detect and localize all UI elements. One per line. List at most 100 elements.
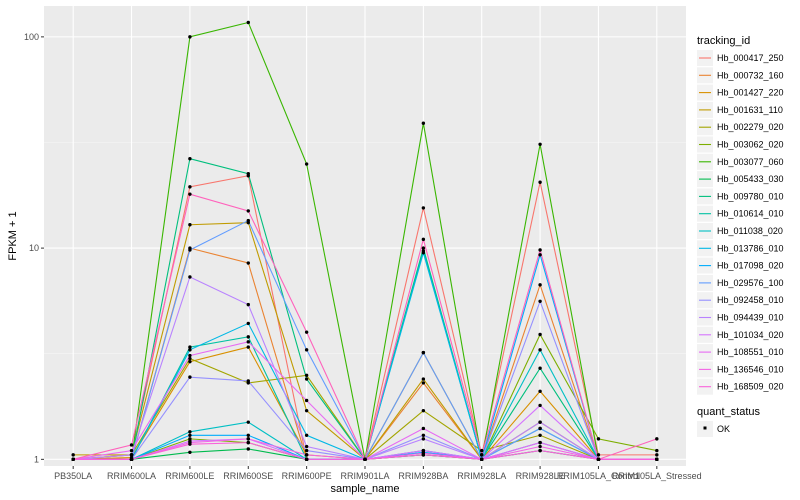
legend-entry-label: Hb_005433_030 [717, 174, 784, 184]
data-point [655, 457, 659, 462]
x-axis-title: sample_name [330, 483, 399, 495]
data-point [188, 185, 192, 189]
data-point [421, 237, 426, 242]
data-point [421, 206, 426, 210]
data-point [538, 448, 542, 453]
legend-entry-label: Hb_002279_020 [717, 122, 784, 132]
data-point [421, 381, 426, 385]
data-point [421, 251, 426, 255]
data-point [188, 450, 192, 454]
y-tick-label: 1 [34, 454, 39, 464]
data-point [304, 348, 309, 352]
data-point [596, 457, 601, 462]
data-point [188, 353, 192, 358]
data-point [538, 444, 542, 449]
data-point [304, 162, 309, 166]
data-point [188, 375, 192, 379]
data-point [304, 448, 309, 453]
quant-status-legend-title: quant_status [697, 406, 760, 418]
data-point [246, 218, 250, 223]
data-point [246, 20, 250, 25]
data-point [188, 359, 192, 364]
data-point [188, 192, 192, 196]
data-point [538, 420, 542, 424]
data-point [188, 156, 192, 161]
legend-entry-label: Hb_010614_010 [717, 209, 784, 219]
legend-entry-label: Hb_013786_010 [717, 243, 784, 253]
data-point [538, 366, 542, 370]
data-point [538, 253, 542, 257]
data-point [304, 444, 309, 449]
x-tick-label: RRIM928BA [398, 471, 448, 481]
legend-entry-label: Hb_168509_020 [717, 382, 784, 392]
legend-entry-label: Hb_108551_010 [717, 347, 784, 357]
data-point [480, 457, 484, 462]
legend-entry-label: Hb_009780_010 [717, 191, 784, 201]
legend-entry-label: Hb_101034_020 [717, 330, 784, 340]
data-point [188, 345, 192, 349]
x-tick-label: RRIM105LA_Stressed [612, 471, 702, 481]
data-point [655, 453, 659, 457]
data-point [129, 457, 134, 462]
plot-panel [44, 6, 686, 466]
data-point [246, 302, 250, 307]
data-point [129, 453, 134, 457]
data-point [246, 335, 250, 339]
x-tick-label: RRIM105LA_Control [557, 471, 640, 481]
legend-title: tracking_id [697, 35, 750, 47]
data-point [246, 437, 250, 441]
legend-entry-label: Hb_003077_060 [717, 157, 784, 167]
data-point [188, 356, 192, 361]
data-point [421, 121, 426, 125]
x-tick-label: RRIM901LA [340, 471, 389, 481]
legend-entry-label: Hb_092458_010 [717, 295, 784, 305]
data-point [246, 440, 250, 445]
data-point [188, 348, 192, 352]
legend-entry-label: Hb_001427_220 [717, 88, 784, 98]
data-point [538, 299, 542, 303]
data-point [596, 437, 601, 441]
x-tick-label: RRIM928LE [516, 471, 565, 481]
data-point [304, 330, 309, 334]
x-tick-label: RRIM600LA [107, 471, 156, 481]
data-point [188, 223, 192, 227]
data-point [538, 440, 542, 445]
data-point [71, 453, 75, 457]
legend-entry-label: Hb_011038_020 [717, 226, 783, 236]
data-point [246, 172, 250, 176]
data-point [129, 448, 134, 453]
data-point [304, 398, 309, 403]
data-point [246, 345, 250, 349]
data-point [480, 453, 484, 457]
data-point [421, 437, 426, 441]
data-point [188, 275, 192, 279]
data-point [246, 340, 250, 344]
data-point [304, 457, 309, 462]
data-point [538, 180, 542, 184]
legend2-key-point [703, 426, 707, 430]
x-tick-label: RRIM600PE [282, 471, 332, 481]
data-point [71, 457, 75, 462]
data-point [188, 248, 192, 252]
data-point [304, 377, 309, 381]
y-tick-label: 10 [29, 243, 39, 253]
y-axis-title: FPKM + 1 [7, 211, 19, 260]
data-point [538, 403, 542, 408]
legend: tracking_id quant_status Hb_000417_250 Hb… [697, 35, 784, 437]
data-point [188, 430, 192, 434]
data-point [421, 246, 426, 250]
legend-entry-label: Hb_094439_010 [717, 313, 784, 323]
data-point [304, 433, 309, 437]
x-tick-label: PB350LA [54, 471, 92, 481]
data-point [246, 433, 250, 437]
data-point [304, 453, 309, 457]
x-tick-label: RRIM600SE [223, 471, 273, 481]
y-tick-label: 100 [24, 32, 39, 42]
data-point [129, 443, 134, 447]
data-point [246, 420, 250, 424]
data-point [246, 209, 250, 213]
legend2-entry-label: OK [717, 424, 730, 434]
data-point [655, 448, 659, 453]
data-point [421, 377, 426, 381]
